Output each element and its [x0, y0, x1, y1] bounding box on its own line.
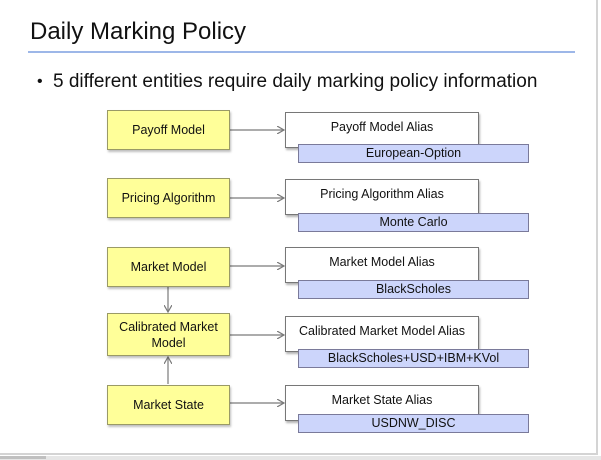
alias-value-market-model: BlackScholes [298, 280, 529, 299]
entity-calibrated-market-model: Calibrated Market Model [107, 313, 230, 356]
bottom-border [0, 456, 601, 460]
slide-title: Daily Marking Policy [30, 18, 247, 45]
bottom-corner-mark [0, 456, 46, 459]
entity-market-model: Market Model [107, 247, 230, 287]
bullet-text: 5 different entities require daily marki… [53, 71, 538, 92]
alias-payoff-model: Payoff Model Alias [285, 112, 479, 148]
bullet-dot-icon: • [37, 73, 43, 90]
alias-value-market-state: USDNW_DISC [298, 414, 529, 433]
alias-value-payoff-model: European-Option [298, 144, 529, 163]
entity-market-state: Market State [107, 385, 230, 425]
entity-pricing-algorithm: Pricing Algorithm [107, 178, 230, 218]
alias-pricing-algorithm: Pricing Algorithm Alias [285, 179, 479, 215]
alias-value-pricing-algorithm: Monte Carlo [298, 213, 529, 232]
title-underline [28, 51, 575, 53]
entity-payoff-model: Payoff Model [107, 110, 230, 150]
bullet-point: • 5 different entities require daily mark… [37, 71, 537, 93]
alias-value-calibrated-market-model: BlackScholes+USD+IBM+KVol [298, 349, 529, 368]
alias-calibrated-market-model: Calibrated Market Model Alias [285, 316, 479, 352]
alias-market-model: Market Model Alias [285, 247, 479, 283]
